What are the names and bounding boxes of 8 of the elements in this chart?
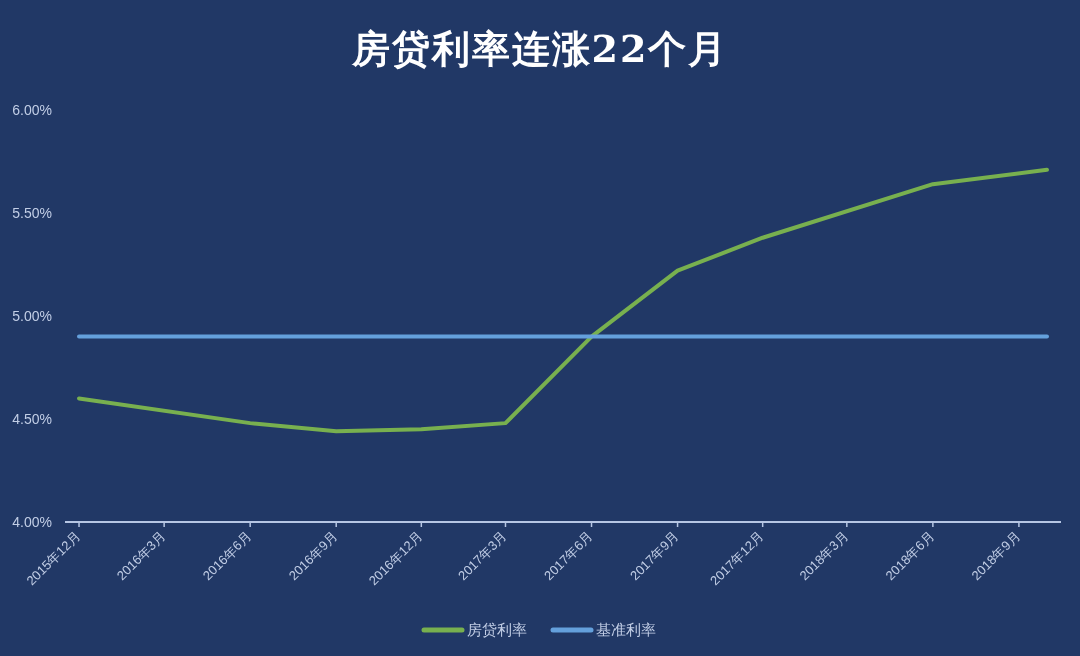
y-tick-label: 5.00% bbox=[12, 308, 52, 324]
legend-label: 房贷利率 bbox=[467, 621, 527, 638]
y-tick-label: 4.00% bbox=[12, 514, 52, 530]
title: 房贷利率连涨22个月 bbox=[351, 26, 729, 71]
y-tick-label: 5.50% bbox=[12, 205, 52, 221]
y-tick-label: 6.00% bbox=[12, 102, 52, 118]
legend-label: 基准利率 bbox=[596, 621, 656, 638]
y-tick-label: 4.50% bbox=[12, 411, 52, 427]
